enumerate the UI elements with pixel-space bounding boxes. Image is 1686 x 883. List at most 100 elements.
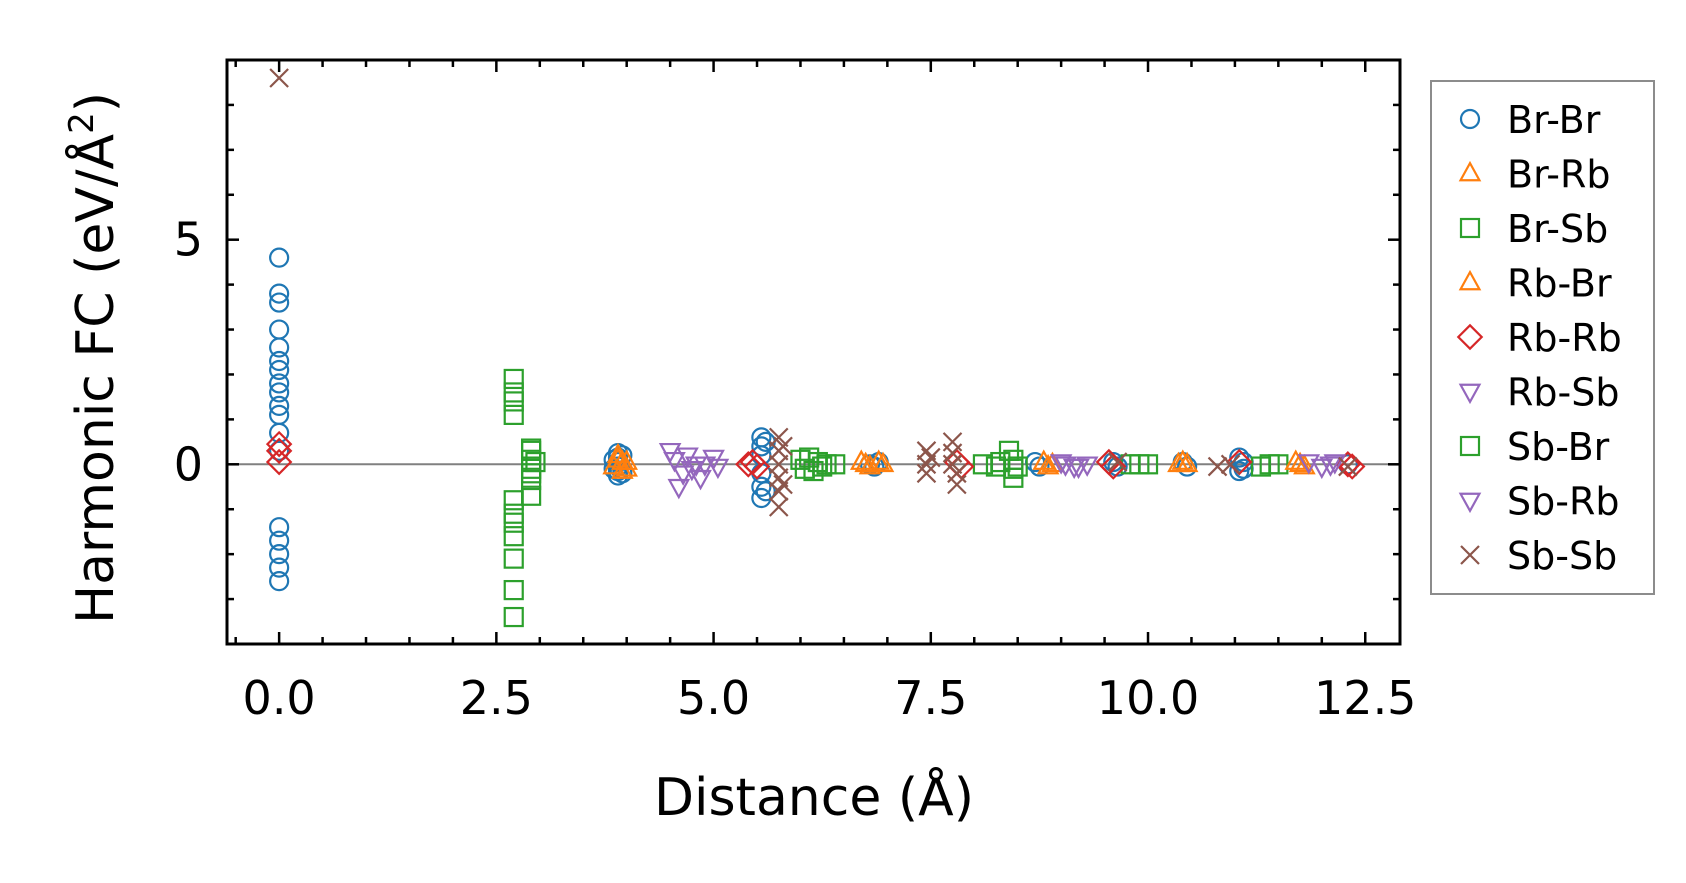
y-axis-label-main: Harmonic FC (eV/Å — [64, 133, 126, 624]
point-br-br — [269, 292, 290, 313]
point-br-sb — [503, 606, 524, 628]
legend-marker-br-sb — [1459, 217, 1481, 239]
point-br-br — [269, 395, 290, 417]
legend-label-br-rb: Br-Rb — [1507, 153, 1611, 197]
point-br-br — [269, 544, 290, 565]
y-tick-label: 5 — [174, 213, 203, 267]
x-tick-label: 12.5 — [1314, 671, 1416, 725]
data-points — [265, 68, 1366, 628]
point-sb-sb — [947, 474, 967, 495]
point-br-sb — [503, 526, 524, 547]
point-rb-rb — [947, 453, 975, 480]
point-br-br — [269, 530, 290, 551]
point-br-rb — [1036, 453, 1060, 475]
point-rb-br — [1284, 449, 1308, 470]
x-tick-label: 10.0 — [1097, 671, 1199, 725]
legend-label-rb-br: Rb-Br — [1507, 262, 1612, 306]
legend-label-rb-sb: Rb-Sb — [1507, 371, 1619, 415]
legend-label-br-br: Br-Br — [1507, 98, 1601, 142]
point-rb-rb — [1334, 451, 1362, 478]
y-axis-label-superscript: 2 — [62, 112, 102, 134]
point-br-rb — [858, 453, 882, 475]
point-br-br — [269, 247, 290, 268]
point-sb-sb — [773, 474, 793, 495]
legend-marker-rb-br — [1458, 269, 1482, 291]
point-rb-sb — [689, 469, 712, 491]
point-br-br — [269, 319, 290, 340]
point-br-br — [269, 283, 290, 304]
point-sb-br — [521, 463, 542, 484]
point-br-sb — [503, 548, 524, 569]
point-br-sb — [503, 391, 524, 412]
point-br-br — [269, 382, 290, 403]
point-sb-br — [1007, 456, 1028, 477]
legend-label-sb-rb: Sb-Rb — [1507, 480, 1619, 524]
point-br-br — [269, 373, 290, 394]
y-tick-label: 0 — [174, 437, 203, 491]
point-rb-rb — [743, 453, 771, 480]
point-br-br — [269, 337, 290, 358]
point-sb-rb — [706, 458, 730, 480]
point-sb-rb — [1054, 456, 1077, 477]
point-sb-sb — [773, 436, 793, 457]
point-sb-sb — [269, 68, 289, 88]
point-sb-rb — [1067, 458, 1090, 480]
legend-marker-br-rb — [1458, 160, 1482, 182]
point-br-br — [269, 440, 290, 461]
point-br-br — [269, 517, 290, 538]
point-sb-br — [1129, 454, 1150, 475]
point-br-sb — [503, 368, 524, 390]
point-rb-rb — [265, 430, 293, 458]
point-rb-rb — [265, 437, 293, 465]
point-rb-rb — [735, 451, 762, 478]
point-rb-rb — [1100, 453, 1127, 480]
legend-marker-br-br — [1459, 108, 1481, 130]
legend-label-sb-sb: Sb-Sb — [1507, 534, 1617, 578]
point-rb-br — [615, 449, 639, 470]
point-br-rb — [849, 449, 873, 470]
x-tick-label: 0.0 — [243, 671, 316, 725]
x-tick-label: 5.0 — [677, 671, 750, 725]
legend-marker-sb-sb — [1460, 545, 1480, 565]
x-tick-label: 2.5 — [460, 671, 533, 725]
point-rb-rb — [265, 448, 293, 476]
point-sb-sb — [921, 447, 941, 468]
point-sb-sb — [916, 463, 937, 484]
point-br-br — [269, 557, 290, 578]
point-sb-rb — [671, 465, 695, 486]
point-sb-sb — [1107, 452, 1128, 472]
axis-ticks — [227, 58, 1400, 646]
point-sb-sb — [1220, 454, 1241, 475]
point-sb-rb — [693, 456, 717, 477]
point-rb-br — [1041, 451, 1064, 473]
point-rb-br — [867, 449, 890, 470]
point-rb-rb — [943, 448, 971, 476]
point-rb-br — [854, 451, 877, 473]
x-axis-label: Distance (Å) — [654, 766, 974, 828]
point-br-sb — [503, 404, 524, 425]
point-sb-br — [816, 454, 837, 475]
point-br-rb — [1171, 449, 1195, 470]
point-br-sb — [503, 512, 524, 533]
point-sb-br — [803, 460, 824, 482]
point-sb-rb — [1323, 454, 1347, 475]
point-br-br — [755, 481, 776, 502]
legend-marker-rb-rb — [1456, 323, 1484, 351]
point-sb-rb — [1319, 456, 1342, 477]
legend-label-rb-rb: Rb-Rb — [1507, 316, 1622, 360]
point-br-sb — [521, 485, 542, 506]
legend-label-br-sb: Br-Sb — [1507, 207, 1608, 251]
point-sb-br — [1259, 454, 1280, 475]
legend: Br-Br Br-Rb Br-Sb Rb-Br Rb-Rb Rb-Sb Sb-Br Sb-Rb… — [1430, 80, 1655, 595]
legend-marker-rb-sb — [1458, 383, 1482, 405]
y-axis-label: Harmonic FC (eV/Å2) — [62, 92, 126, 624]
point-br-br — [1229, 447, 1250, 468]
point-rb-br — [1175, 451, 1199, 473]
tick-labels: 0.0 2.5 5.0 7.5 10.0 12.5 0 5 — [174, 213, 1417, 725]
legend-marker-sb-rb — [1458, 492, 1482, 514]
point-br-br — [269, 359, 290, 381]
point-rb-rb — [1225, 448, 1253, 476]
point-br-rb — [871, 451, 895, 473]
point-br-sb — [503, 490, 524, 511]
